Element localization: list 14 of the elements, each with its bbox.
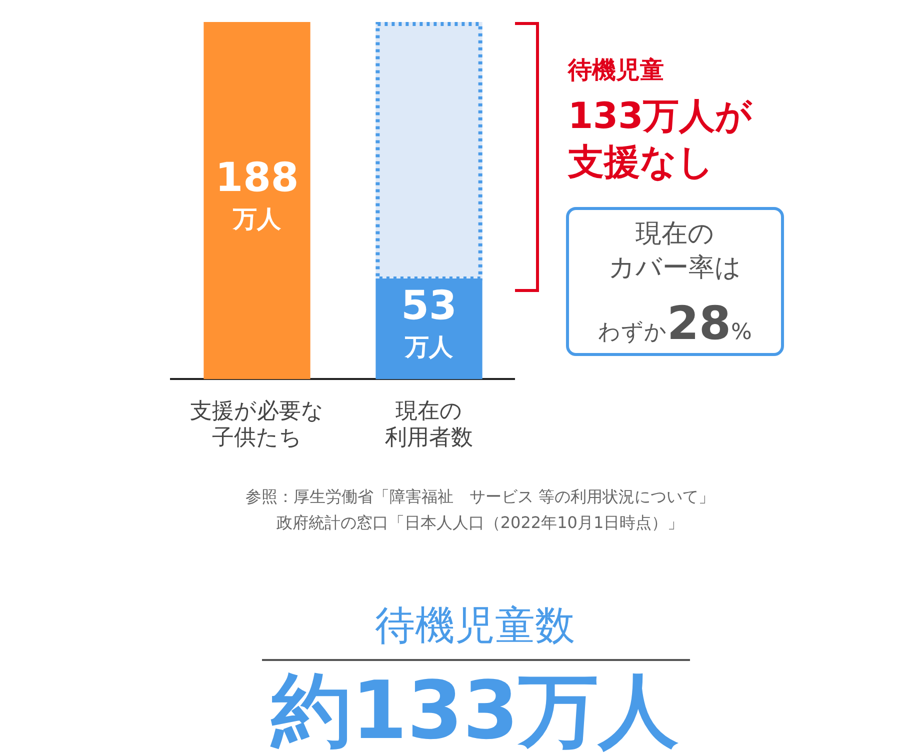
text: 待機児童 (568, 55, 664, 86)
text: 現在の (634, 218, 716, 251)
x-tick-label: 現在の利用者数 (385, 399, 473, 451)
text: 待機児童数 (374, 602, 576, 651)
text: カバー率は (608, 252, 742, 285)
text: 133万人が (568, 95, 752, 139)
text: 支援なし (568, 141, 714, 185)
text: わずか28% (598, 296, 752, 350)
data-label: 188万人 (215, 154, 299, 233)
data-label: 53万人 (401, 283, 457, 362)
text: 参照：厚生労働省「障害福祉 サービス 等の利用状況について」 (244, 487, 716, 508)
x-tick-label: 支援が必要な子供たち (190, 399, 324, 451)
text: 約133万人 (269, 664, 680, 756)
text: 政府統計の窓口「日本人人口（2022年10月1日時点）」 (275, 513, 685, 534)
